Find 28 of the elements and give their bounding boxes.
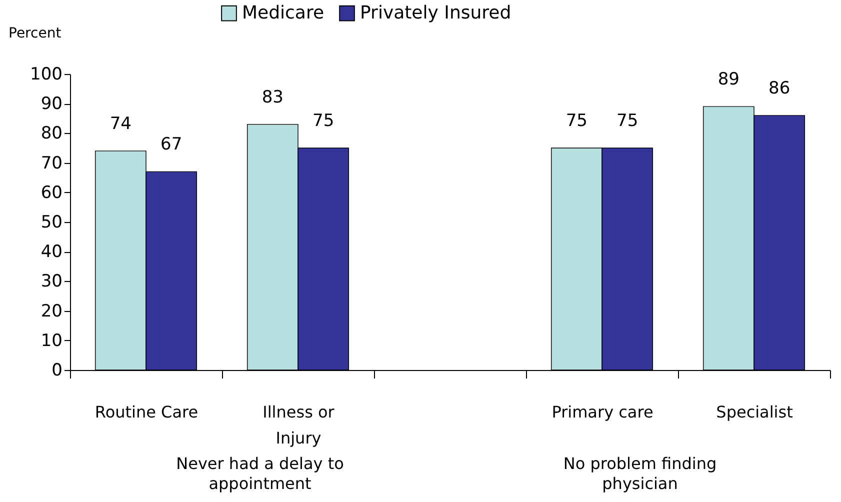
x-tick-label: Routine Care (94, 402, 198, 422)
data-label: 75 (312, 111, 334, 131)
x-tick-label: Illness or Injury (262, 402, 335, 448)
x-tick-label: Primary care (552, 402, 654, 422)
data-label: 74 (110, 114, 132, 134)
y-tick-label: 30 (40, 272, 62, 292)
data-label: 86 (768, 78, 790, 98)
y-tick-label: 50 (40, 212, 62, 232)
text: No problem finding physician (563, 454, 717, 493)
data-label: 75 (616, 111, 638, 131)
data-label: 75 (566, 111, 588, 131)
legend-label: Medicare (242, 2, 324, 24)
y-tick-label: 40 (40, 242, 62, 262)
y-tick-label: 100 (30, 64, 62, 84)
data-label: 67 (160, 134, 182, 155)
y-axis-title: Percent (8, 26, 62, 42)
data-label: 83 (262, 87, 284, 108)
y-tick-label: 0 (52, 360, 62, 380)
legend-label: Privately Insured (360, 2, 512, 24)
y-tick-label: 70 (40, 153, 62, 174)
text: Never had a delay to appointment (176, 454, 344, 493)
y-tick-label: 10 (40, 330, 62, 351)
y-tick-label: 60 (40, 182, 62, 203)
y-tick-label: 80 (40, 124, 62, 144)
x-tick-label: Specialist (716, 402, 793, 422)
y-tick-label: 20 (40, 301, 62, 322)
data-label: 89 (718, 70, 740, 90)
y-tick-label: 90 (40, 94, 62, 114)
